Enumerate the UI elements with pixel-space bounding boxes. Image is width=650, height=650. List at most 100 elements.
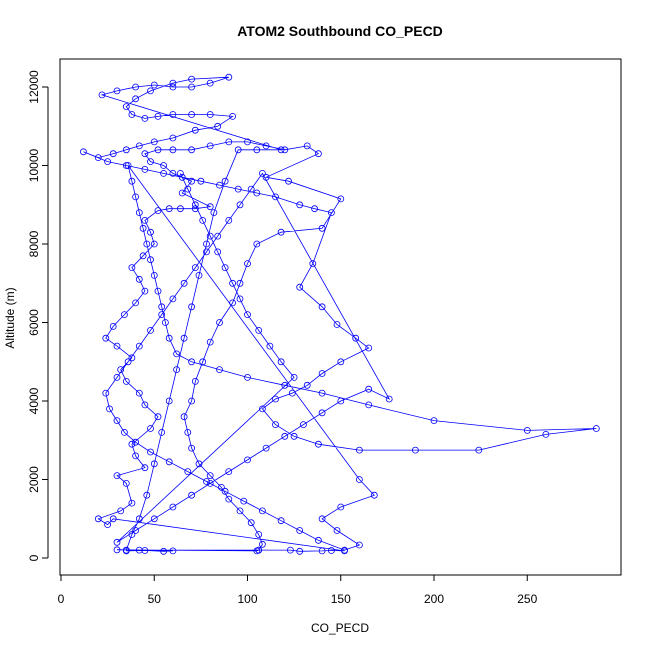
- data-point: [98, 91, 106, 99]
- data-point: [327, 209, 335, 217]
- data-point: [104, 521, 111, 528]
- data-point: [180, 279, 188, 287]
- data-point: [216, 319, 223, 326]
- data-point: [132, 527, 140, 534]
- data-point: [132, 438, 140, 446]
- data-point: [296, 547, 304, 555]
- data-point: [355, 476, 363, 483]
- data-point: [210, 209, 218, 217]
- data-point: [262, 142, 270, 150]
- data-point: [180, 334, 188, 342]
- y-tick-label: 12000: [27, 70, 41, 104]
- x-tick-label: 150: [331, 592, 351, 606]
- data-point: [318, 303, 326, 311]
- data-point: [337, 358, 345, 366]
- data-point: [214, 248, 222, 256]
- data-point: [191, 264, 199, 272]
- data-point: [122, 479, 130, 487]
- data-point: [128, 111, 136, 118]
- data-point: [303, 381, 311, 389]
- data-point: [113, 538, 121, 546]
- data-point: [244, 373, 251, 381]
- data-point: [225, 495, 233, 503]
- data-point: [244, 260, 251, 268]
- data-point: [160, 162, 168, 169]
- data-point: [117, 366, 125, 374]
- data-point: [296, 283, 304, 291]
- data-point: [258, 169, 266, 177]
- data-point: [143, 240, 151, 248]
- data-point: [135, 546, 143, 554]
- data-point: [199, 358, 207, 366]
- data-point: [121, 311, 128, 319]
- data-point: [206, 472, 214, 480]
- data-point: [240, 497, 248, 505]
- data-point: [277, 517, 285, 525]
- data-point: [124, 358, 132, 366]
- data-point: [314, 150, 322, 158]
- data-point: [141, 464, 149, 472]
- x-tick-label: 200: [424, 592, 444, 606]
- data-point: [80, 148, 87, 156]
- data-point: [165, 205, 173, 213]
- data-point: [206, 203, 214, 211]
- data-point: [150, 138, 158, 146]
- data-point: [206, 338, 214, 346]
- data-point: [154, 287, 162, 295]
- data-point: [272, 193, 279, 201]
- data-point: [277, 146, 285, 154]
- data-point: [214, 122, 222, 130]
- data-point: [225, 73, 233, 81]
- data-point: [165, 334, 173, 342]
- data-point: [523, 426, 531, 434]
- data-point: [217, 483, 225, 491]
- data-point: [258, 507, 266, 515]
- data-point: [94, 154, 102, 162]
- y-tick-label: 4000: [27, 387, 41, 414]
- data-point: [236, 295, 244, 303]
- data-point: [117, 507, 125, 515]
- data-point: [160, 169, 168, 177]
- data-point: [370, 491, 378, 499]
- data-point: [106, 405, 113, 413]
- data-point: [132, 452, 140, 460]
- data-point: [169, 134, 177, 142]
- data-point: [411, 446, 419, 454]
- data-point: [128, 440, 136, 448]
- data-point: [290, 373, 298, 381]
- data-point: [188, 303, 196, 311]
- data-point: [150, 81, 158, 89]
- data-point: [221, 264, 229, 272]
- data-point: [132, 95, 140, 103]
- data-point: [158, 311, 166, 319]
- data-point: [229, 299, 237, 307]
- data-point: [318, 547, 326, 555]
- data-point: [147, 425, 154, 432]
- data-point: [147, 256, 154, 264]
- data-point: [318, 515, 326, 523]
- data-point: [258, 540, 266, 548]
- data-point: [169, 111, 177, 118]
- data-point: [176, 205, 184, 213]
- data-point: [277, 228, 285, 236]
- data-point: [258, 405, 266, 413]
- data-point: [592, 425, 600, 432]
- data-point: [147, 448, 154, 456]
- data-point: [244, 311, 251, 319]
- data-point: [169, 547, 177, 555]
- data-point: [150, 271, 158, 279]
- data-point: [318, 409, 326, 417]
- data-point: [169, 503, 177, 511]
- data-point: [128, 531, 136, 538]
- data-point: [150, 515, 158, 523]
- data-point: [173, 350, 181, 358]
- data-point: [337, 195, 345, 203]
- data-point: [94, 515, 102, 523]
- data-point: [365, 344, 373, 352]
- data-point: [318, 389, 326, 397]
- data-point: [122, 146, 130, 154]
- data-point: [236, 279, 244, 287]
- data-point: [341, 546, 348, 554]
- data-point: [206, 232, 214, 240]
- data-point: [122, 103, 130, 110]
